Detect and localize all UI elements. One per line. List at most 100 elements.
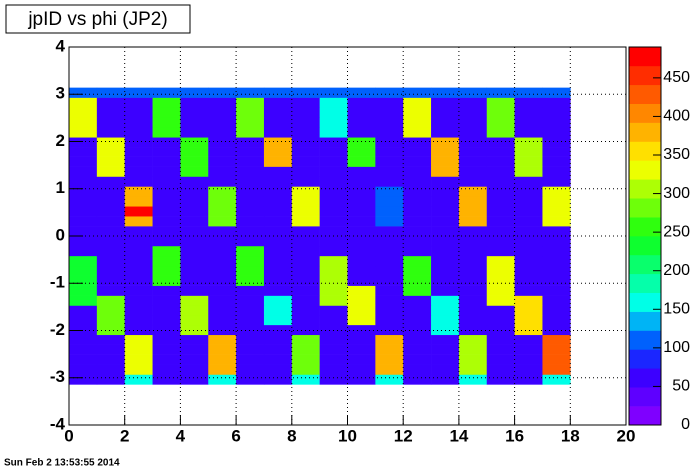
cell <box>319 245 348 257</box>
cell <box>124 334 153 345</box>
cell <box>403 166 432 177</box>
cell <box>236 226 265 237</box>
cell <box>375 364 404 375</box>
cell <box>319 137 348 148</box>
cell <box>152 295 181 306</box>
cell <box>236 354 265 365</box>
cell <box>375 374 404 385</box>
cell <box>69 265 98 276</box>
cell <box>263 374 293 385</box>
cell <box>152 156 181 167</box>
cell <box>180 354 209 365</box>
cell <box>236 216 265 227</box>
cell <box>208 196 237 207</box>
z-tick-label: 100 <box>663 339 690 356</box>
cell <box>291 137 320 148</box>
cell <box>542 305 571 316</box>
cell <box>514 364 543 375</box>
cell <box>458 97 488 108</box>
cell <box>236 236 265 247</box>
cell <box>319 324 348 336</box>
cell <box>152 226 181 237</box>
cell <box>124 236 153 247</box>
cell <box>180 275 209 286</box>
cell <box>319 275 348 286</box>
cell <box>486 216 515 227</box>
cell <box>319 186 348 197</box>
cell <box>236 176 265 187</box>
cell <box>291 117 320 128</box>
cell <box>486 344 515 355</box>
cell <box>208 334 237 345</box>
cell <box>236 315 265 326</box>
cell <box>403 275 432 286</box>
cell <box>263 147 293 157</box>
cell <box>124 354 153 365</box>
cell <box>486 176 515 187</box>
cell <box>486 295 515 306</box>
cell <box>431 176 460 187</box>
x-tick-label: 0 <box>64 426 73 445</box>
cell <box>69 324 98 336</box>
cell <box>180 344 209 355</box>
cell <box>208 374 237 385</box>
cell <box>319 166 348 177</box>
z-tick-label: 450 <box>663 69 690 86</box>
palette-step <box>629 368 661 388</box>
cell <box>69 295 98 306</box>
cell <box>291 334 320 345</box>
cell <box>208 295 237 306</box>
cell <box>347 206 376 217</box>
cell <box>69 97 98 108</box>
cell <box>96 87 125 98</box>
cell <box>291 285 320 296</box>
cell <box>208 156 237 167</box>
cell <box>319 236 348 247</box>
palette-frame <box>628 46 662 426</box>
cell <box>291 255 320 267</box>
cell <box>152 275 181 286</box>
cell <box>263 344 293 355</box>
cell <box>291 374 320 385</box>
cell <box>375 176 404 187</box>
cell <box>291 166 320 177</box>
cell <box>96 97 125 108</box>
cell <box>375 245 404 257</box>
cell <box>263 107 293 118</box>
cell <box>69 127 98 138</box>
cell <box>263 127 293 138</box>
cell <box>514 156 543 167</box>
cell <box>96 127 125 138</box>
cell <box>486 305 515 316</box>
cell <box>124 196 153 207</box>
cell <box>208 87 237 98</box>
cell <box>514 206 543 217</box>
cell <box>486 107 515 118</box>
cell <box>514 127 543 138</box>
cell <box>152 147 181 157</box>
cell <box>542 255 571 267</box>
cell <box>291 127 320 138</box>
cell <box>403 334 432 345</box>
cell <box>542 176 571 187</box>
cell <box>542 186 571 197</box>
cell <box>124 275 153 286</box>
cell <box>152 374 181 385</box>
cell <box>514 374 543 385</box>
cell <box>319 295 348 306</box>
cell <box>180 364 209 375</box>
cell <box>403 147 432 157</box>
cell <box>236 334 265 345</box>
cell <box>291 245 320 257</box>
cell <box>542 137 571 148</box>
cell <box>152 354 181 365</box>
cell <box>319 344 348 355</box>
cell <box>403 324 432 336</box>
cell <box>431 315 460 326</box>
cell <box>347 344 376 355</box>
cell <box>152 97 181 108</box>
cell <box>514 354 543 365</box>
cell <box>375 166 404 177</box>
cell <box>486 275 515 286</box>
cell <box>208 324 237 336</box>
